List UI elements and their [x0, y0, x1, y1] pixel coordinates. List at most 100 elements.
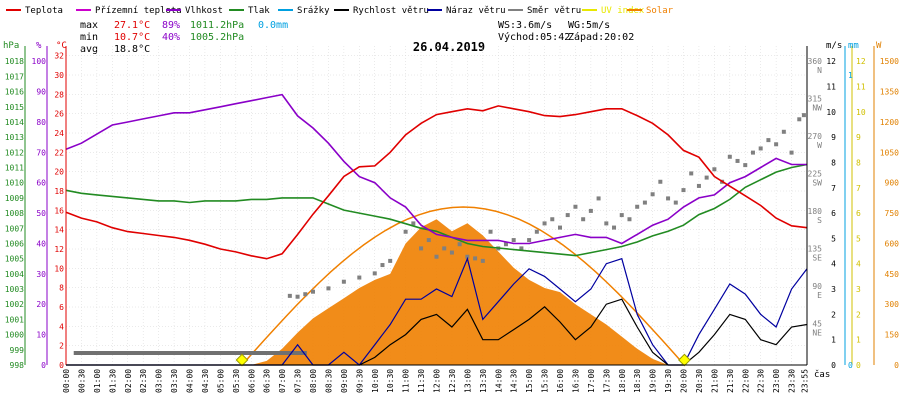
- wind-direction-point: [534, 229, 539, 234]
- wind-dir-tick: 270: [808, 132, 823, 141]
- humidity-tick: 0: [41, 361, 46, 370]
- pressure-unit: hPa: [3, 41, 19, 51]
- wind-speed-tick: 1: [831, 336, 836, 345]
- wind-dir-tick: 45: [812, 320, 822, 329]
- legend-label: Směr větru: [527, 6, 581, 16]
- temperature-tick: 10: [54, 264, 64, 273]
- wind-dir-compass: SW: [812, 179, 822, 188]
- wind-direction-point: [480, 258, 485, 263]
- solar-area: [66, 219, 807, 365]
- pressure-tick: 1000: [5, 331, 24, 340]
- wind-direction-point: [519, 246, 524, 251]
- wind-direction-point: [473, 256, 478, 261]
- x-tick: 23:30: [788, 369, 797, 393]
- wind-direction-point: [457, 242, 462, 247]
- grid: [65, 46, 808, 366]
- wind-direction-point: [612, 225, 617, 230]
- solar-tick: 1500: [880, 57, 899, 66]
- humidity-tick: 20: [36, 300, 46, 309]
- wind-direction-point: [801, 113, 806, 118]
- wind-direction-point: [681, 188, 686, 193]
- wind-direction-point: [712, 167, 717, 172]
- wind-dir-tick: 180: [808, 207, 823, 216]
- wind-direction-point: [426, 238, 431, 243]
- series-teplota: [65, 105, 808, 260]
- legend-label: Rychlost větru: [353, 6, 429, 16]
- pressure-tick: 1008: [5, 209, 24, 218]
- humidity-unit: %: [36, 41, 42, 51]
- legend-label: Teplota: [25, 6, 63, 16]
- x-tick: 19:30: [664, 369, 673, 393]
- wind-direction-point: [596, 196, 601, 201]
- pressure-tick: 1002: [5, 300, 24, 309]
- sunset-marker: [678, 353, 691, 367]
- humidity-tick: 60: [36, 179, 46, 188]
- pressure-tick: 1018: [5, 57, 24, 66]
- wind-direction-point: [558, 225, 562, 230]
- uv-tick: 1: [856, 336, 861, 345]
- wind-direction-point: [774, 142, 779, 147]
- temperature-tick: 4: [59, 322, 64, 331]
- wind-direction-point: [573, 204, 578, 209]
- stat-min-press: 1005.2hPa: [190, 32, 244, 43]
- series-vlhkost: [65, 93, 807, 245]
- stat-wg: WG:5m/s: [568, 20, 610, 31]
- wind-direction-point: [750, 150, 755, 155]
- x-tick: 21:00: [710, 369, 719, 393]
- temperature-tick: 18: [54, 187, 64, 196]
- wind-direction-point: [465, 254, 470, 259]
- uv-tick: 0: [856, 361, 861, 370]
- wind-direction-point: [503, 242, 508, 247]
- x-tick: 17:30: [602, 369, 611, 393]
- uv-tick: 9: [856, 133, 861, 142]
- x-tick: 17:00: [587, 369, 596, 393]
- wind-direction-point: [511, 238, 516, 243]
- wind-direction-point: [550, 217, 555, 222]
- temperature-unit: °C: [56, 41, 67, 51]
- wind-direction-point: [380, 263, 385, 268]
- wind-direction-point: [689, 171, 694, 176]
- wind-speed-tick: 7: [831, 184, 836, 193]
- uv-tick: 5: [856, 234, 861, 243]
- x-tick: 07:00: [278, 369, 287, 393]
- wind-direction-point: [627, 217, 632, 222]
- uv-tick: 6: [856, 209, 861, 218]
- wind-direction-point: [735, 158, 740, 163]
- solar-tick: 300: [885, 300, 900, 309]
- x-tick: 01:30: [108, 369, 117, 393]
- solar-tick: 600: [885, 239, 900, 248]
- wind-direction-point: [287, 293, 292, 298]
- legend-label: Náraz větru: [446, 6, 506, 16]
- x-tick: 20:00: [680, 369, 689, 393]
- wind-direction-point: [704, 175, 709, 180]
- uv-tick: 3: [856, 285, 861, 294]
- wind-direction-point: [743, 163, 748, 168]
- wind-direction-point: [442, 246, 447, 251]
- uv-tick: 10: [856, 108, 866, 117]
- humidity-tick: 30: [36, 270, 46, 279]
- x-tick: 04:30: [201, 369, 210, 393]
- x-tick: 09:30: [355, 369, 364, 393]
- stat-sunset: Západ:20:02: [568, 31, 634, 43]
- temperature-tick: 16: [54, 206, 64, 215]
- wind-dir-tick: 315: [808, 95, 823, 104]
- wind-dir-compass: E: [817, 291, 822, 300]
- stat-max-hum: 89%: [162, 20, 180, 31]
- wind-direction-point: [388, 258, 393, 263]
- humidity-tick: 50: [36, 209, 46, 218]
- legend-label: UV index: [601, 6, 645, 16]
- wind-speed-tick: 10: [826, 108, 836, 117]
- wind-dir-compass: S: [817, 216, 822, 225]
- wind-speed-tick: 5: [831, 234, 836, 243]
- wind-direction-point: [419, 246, 424, 251]
- humidity-tick: 10: [36, 331, 46, 340]
- uv-tick: 7: [856, 184, 861, 193]
- solar-tick: 1350: [880, 88, 899, 97]
- x-tick: 06:00: [247, 369, 256, 393]
- x-tick: 08:00: [309, 369, 318, 393]
- temperature-tick: 32: [54, 52, 64, 61]
- pressure-tick: 1003: [5, 285, 24, 294]
- wind-direction-point: [326, 286, 331, 291]
- solar-max-curve: [241, 206, 685, 366]
- pressure-tick: 999: [10, 346, 25, 355]
